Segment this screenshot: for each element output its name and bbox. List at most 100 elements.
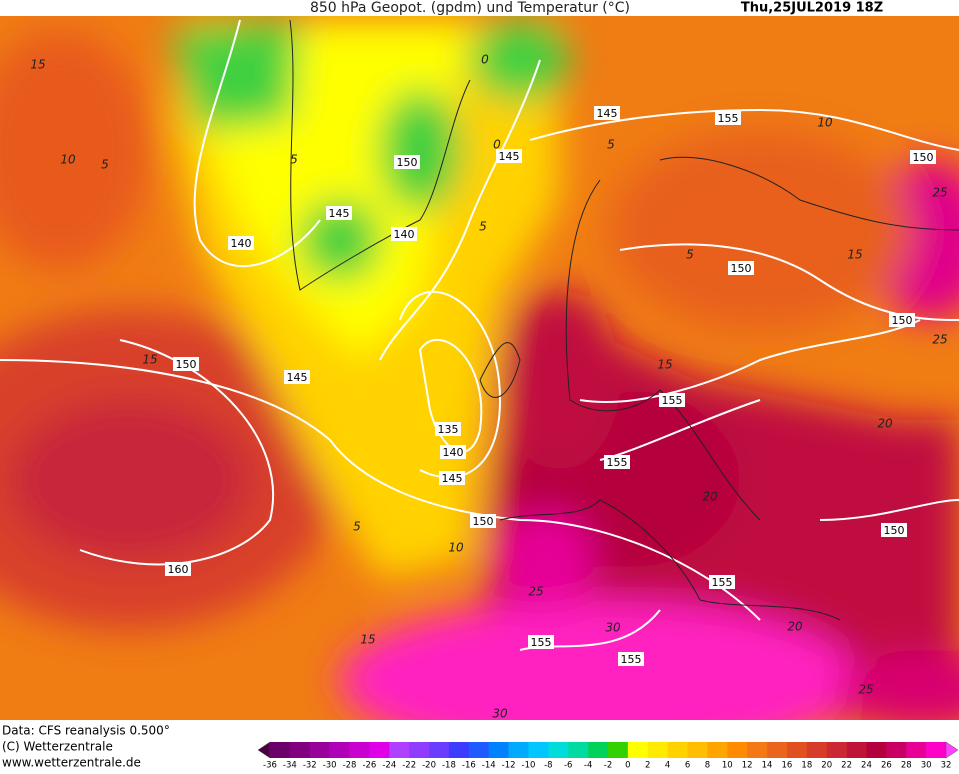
legend-tick-label: -24 — [382, 761, 396, 771]
legend-tick-label: 14 — [762, 761, 773, 771]
contour-label: 140 — [231, 237, 252, 250]
isotherm-label: 5 — [353, 520, 361, 534]
legend-swatch — [926, 742, 947, 758]
legend-swatch — [647, 742, 668, 758]
isotherm-label: 20 — [877, 417, 893, 431]
isotherm-label: 5 — [479, 220, 487, 234]
legend-tick-label: 0 — [625, 761, 630, 771]
geopotential-contours — [0, 19, 959, 651]
contour-label: 145 — [329, 207, 350, 220]
contour-label-box — [715, 111, 741, 125]
legend-swatch — [468, 742, 490, 758]
legend-tick-label: 12 — [742, 761, 753, 771]
contour-label: 140 — [443, 446, 464, 459]
legend-swatch — [329, 742, 350, 758]
isotherm-label: 15 — [847, 248, 862, 262]
legend-swatch — [846, 742, 867, 758]
contour-label: 150 — [176, 358, 197, 371]
contour-label-box — [165, 562, 191, 576]
contour-label: 155 — [718, 112, 739, 125]
temperature-field — [0, 16, 959, 720]
contour-label-box — [228, 236, 254, 250]
data-source: Data: CFS reanalysis 0.500° — [2, 724, 170, 738]
legend-swatch — [826, 742, 847, 758]
contour-label: 150 — [473, 515, 494, 528]
contour-label-box — [435, 422, 461, 436]
map-title: 850 hPa Geopot. (gpdm) und Temperatur (°… — [310, 0, 630, 16]
legend-swatch — [767, 742, 788, 758]
isotherm-label: 10 — [60, 153, 76, 167]
legend-tick-label: 16 — [782, 761, 793, 771]
contour-label-box — [728, 261, 754, 275]
legend-tick-label: -36 — [263, 761, 277, 771]
legend-swatch — [866, 742, 887, 758]
legend-tick-label: -32 — [303, 761, 317, 771]
legend-tick-label: -20 — [422, 761, 436, 771]
contour-label-box — [889, 313, 915, 327]
isotherm-label: 15 — [657, 358, 672, 372]
legend-tick-label: -12 — [502, 761, 516, 771]
isotherm-label: 5 — [686, 248, 694, 262]
legend-tick-label: -16 — [462, 761, 476, 771]
legend-tick-label: -10 — [522, 761, 536, 771]
legend-tick-label: -18 — [442, 761, 456, 771]
legend-swatch — [906, 742, 927, 758]
coastlines — [289, 19, 959, 621]
contour-label-box — [594, 106, 620, 120]
legend-swatch — [369, 742, 390, 758]
legend-tick-label: -22 — [402, 761, 416, 771]
contour-label: 150 — [884, 524, 905, 537]
contour-label: 145 — [287, 371, 308, 384]
legend-tick-label: -6 — [564, 761, 572, 771]
legend-swatch — [289, 742, 311, 758]
legend-tick-label: 18 — [801, 761, 812, 771]
isotherm-label: 10 — [448, 541, 464, 555]
isotherm-label: 0 — [481, 53, 489, 67]
legend-swatch — [886, 742, 907, 758]
contour-label-box — [470, 514, 496, 528]
legend-swatch — [667, 742, 688, 758]
legend-tick-label: 2 — [645, 761, 650, 771]
isotherm-label: 5 — [290, 153, 298, 167]
legend-tick-label: 26 — [881, 761, 892, 771]
contour-label: 150 — [731, 262, 752, 275]
contour-label-box — [618, 652, 644, 666]
legend-swatch — [627, 742, 649, 758]
contour-label-box — [659, 393, 685, 407]
legend-swatch — [806, 742, 828, 758]
contour-label: 155 — [621, 653, 642, 666]
contour-label: 155 — [712, 576, 733, 589]
isotherm-label: 15 — [30, 58, 45, 72]
contour-label-box — [910, 150, 936, 164]
legend-tick-label: -8 — [544, 761, 552, 771]
contour-label-box — [881, 523, 907, 537]
contour-label: 155 — [662, 394, 683, 407]
isotherm-label: 15 — [142, 353, 157, 367]
isotherm-label: 0 — [493, 138, 501, 152]
legend-swatch — [309, 742, 330, 758]
isotherm-label: 30 — [605, 621, 621, 635]
isotherm-label: 5 — [101, 158, 109, 172]
contour-label-box — [496, 149, 522, 163]
isotherm-label: 20 — [787, 620, 803, 634]
contour-label-box — [528, 635, 554, 649]
legend-tick-label: -28 — [343, 761, 357, 771]
legend-tick-label: 30 — [921, 761, 932, 771]
legend-swatch — [747, 742, 768, 758]
legend-tick-label: -34 — [283, 761, 297, 771]
contour-label-box — [284, 370, 310, 384]
map-date: Thu,25JUL2019 18Z — [741, 1, 883, 16]
legend-swatch — [349, 742, 370, 758]
contour-label: 155 — [531, 636, 552, 649]
legend-tick-label: 24 — [861, 761, 872, 771]
contour-label: 145 — [499, 150, 520, 163]
contour-label: 155 — [607, 456, 628, 469]
legend-swatch — [448, 742, 470, 758]
legend-swatch — [528, 742, 549, 758]
isotherm-label: 20 — [702, 490, 718, 504]
isotherm-label: 30 — [492, 707, 508, 721]
isotherm-label: 25 — [932, 186, 947, 200]
legend-tick-label: 8 — [705, 761, 710, 771]
legend-tick-label: -14 — [482, 761, 496, 771]
